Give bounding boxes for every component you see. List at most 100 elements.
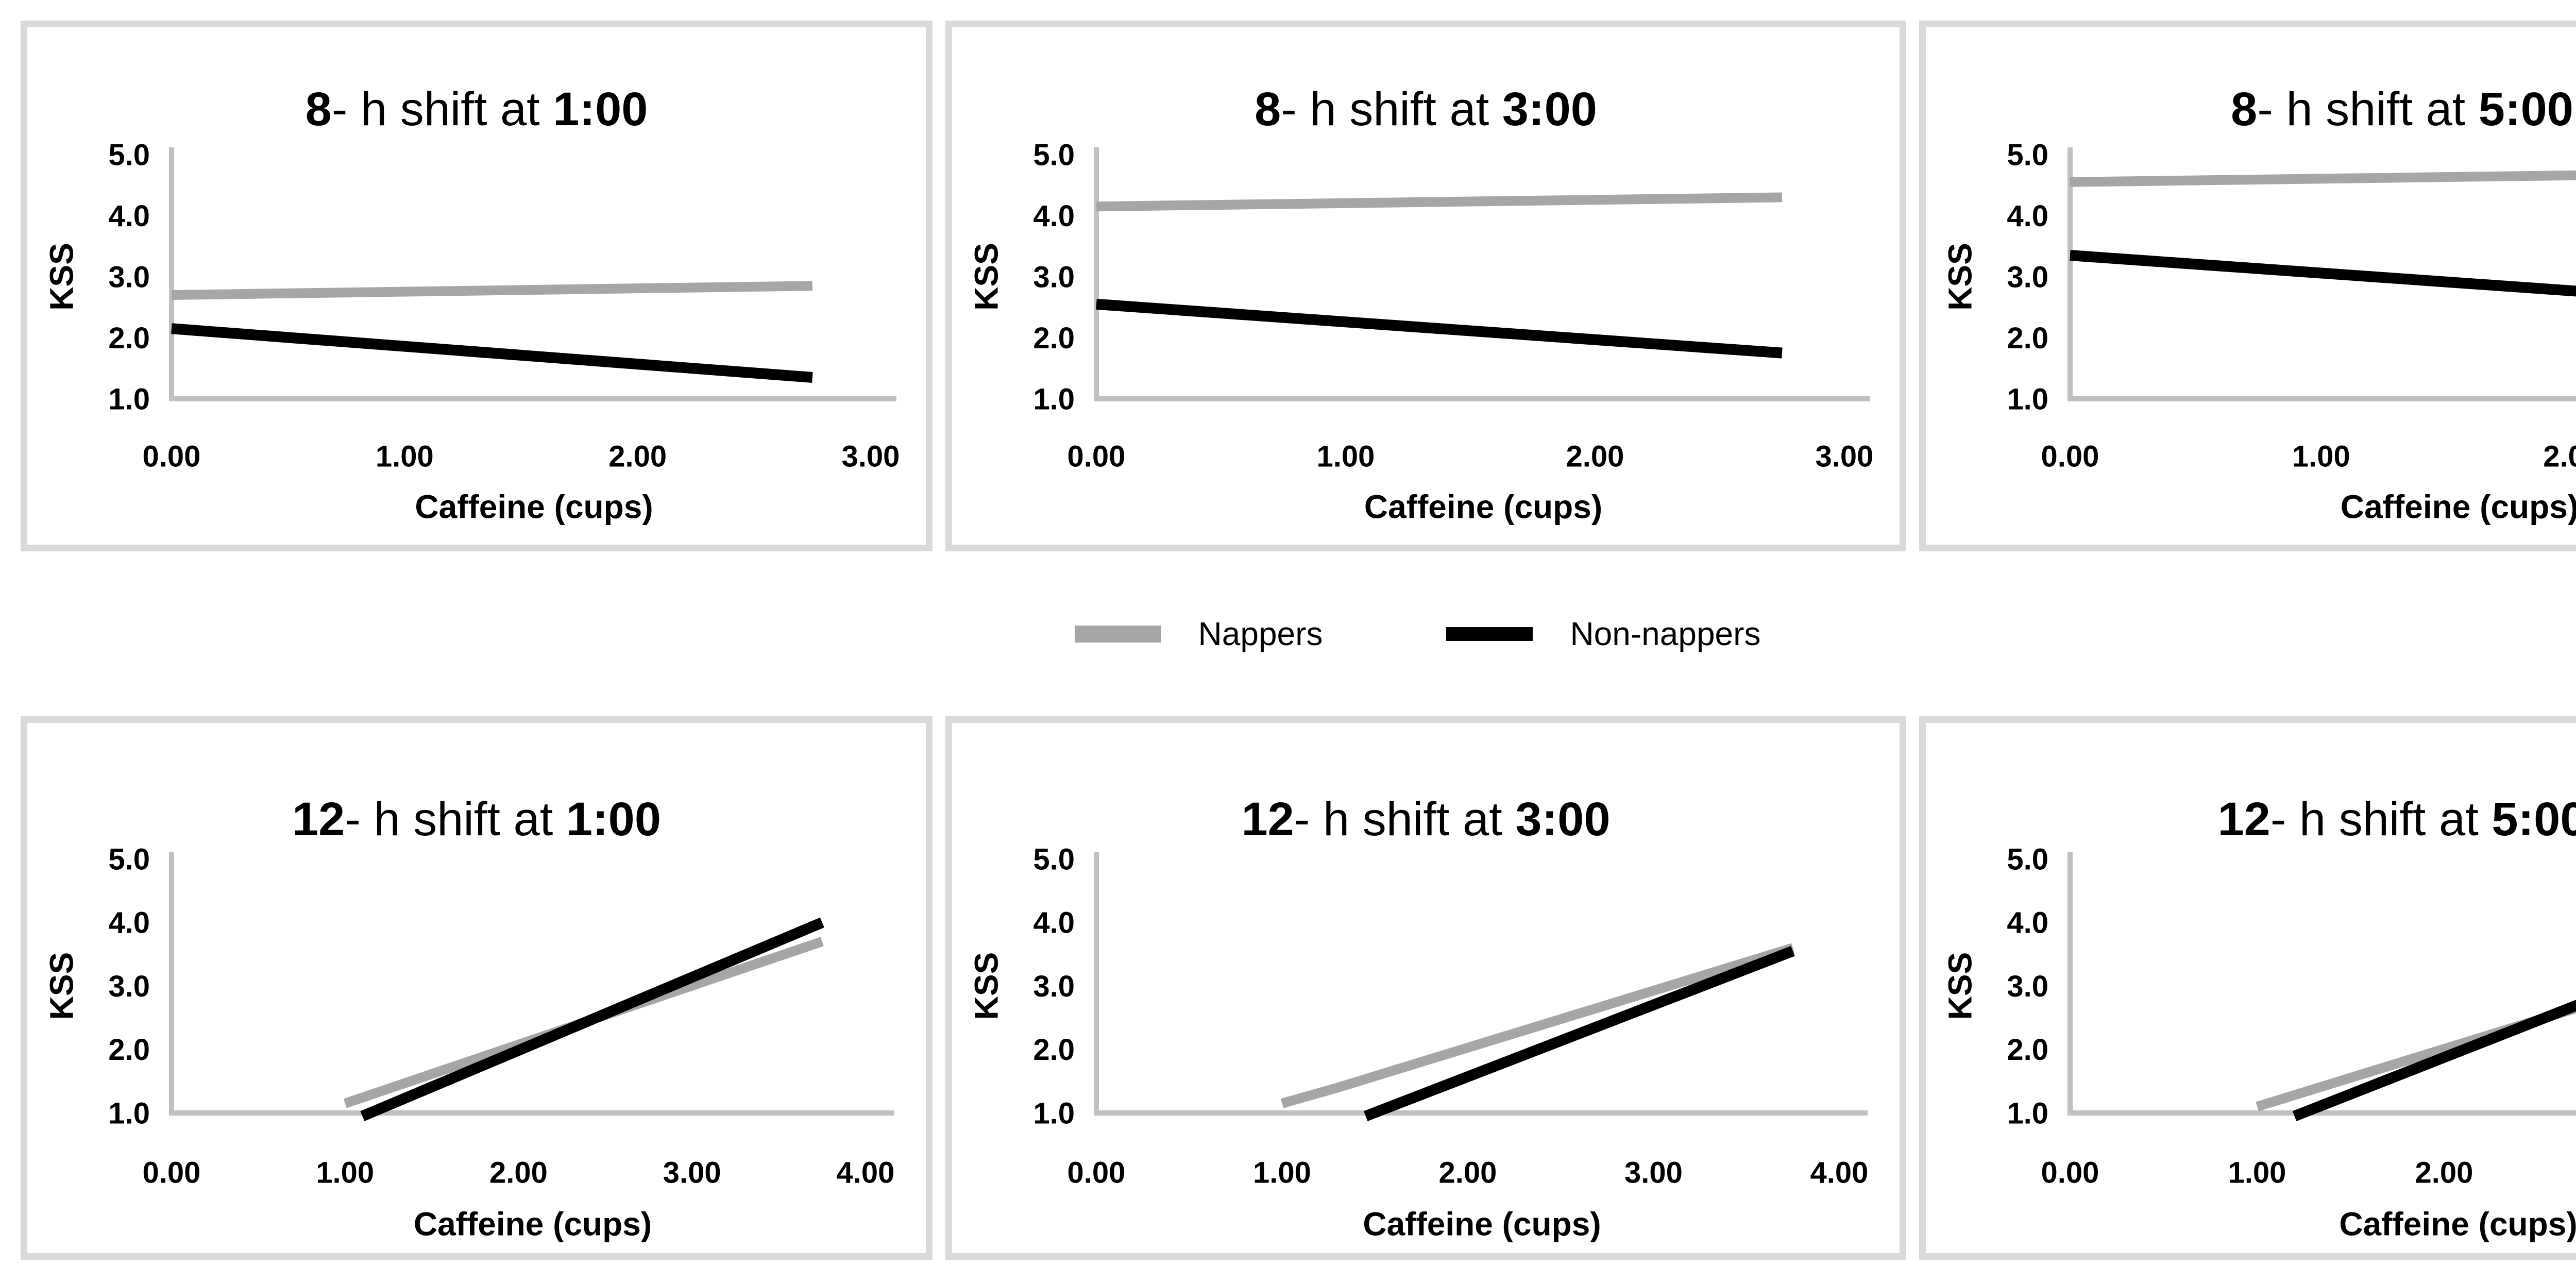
x-tick-label: 2.00 xyxy=(2543,440,2576,473)
x-tick-label: 0.00 xyxy=(1067,440,1126,473)
chart-canvas-12h-500: 12- h shift at 5:00 5.0 4.0 3.0 2.0 1.0 0.00 1.… xyxy=(1941,793,2576,1242)
y-axis-title: KSS xyxy=(968,952,1005,1020)
y-tick-label: 1.0 xyxy=(1033,1096,1075,1130)
x-tick-label: 2.00 xyxy=(1439,1156,1497,1189)
y-tick-label: 3.0 xyxy=(1033,260,1075,294)
x-tick-label: 3.00 xyxy=(1816,440,1874,473)
chart-title: 12- h shift at 3:00 xyxy=(1242,793,1611,846)
y-tick-label: 2.0 xyxy=(1033,1033,1075,1067)
x-tick-label: 1.00 xyxy=(316,1156,374,1189)
chart-title: 8- h shift at 1:00 xyxy=(306,83,648,136)
x-axis-title: Caffeine (cups) xyxy=(1363,1205,1601,1242)
x-tick-label: 0.00 xyxy=(143,440,201,473)
chart-canvas-12h-100: 12- h shift at 1:00 5.0 4.0 3.0 2.0 1.0 0.00 1.… xyxy=(43,793,895,1242)
y-tick-label: 5.0 xyxy=(2007,842,2048,876)
y-axis-title: KSS xyxy=(43,952,80,1020)
series-line-non-nappers xyxy=(1096,298,1783,359)
y-tick-label: 4.0 xyxy=(2007,906,2048,940)
chart-canvas-8h-500: 8- h shift at 5:00 5.0 4.0 3.0 2.0 1.0 0.00 1.0… xyxy=(1941,83,2576,525)
y-tick-label: 3.0 xyxy=(1033,970,1075,1003)
x-axis-title: Caffeine (cups) xyxy=(2341,488,2576,525)
chart-canvas-8h-300: 8- h shift at 3:00 5.0 4.0 3.0 2.0 1.0 0.00 1.0… xyxy=(968,83,1874,525)
y-tick-label: 2.0 xyxy=(2007,1033,2048,1067)
y-tick-label: 1.0 xyxy=(108,1096,150,1130)
x-tick-label: 3.00 xyxy=(842,440,900,473)
legend: Nappers Non-nappers xyxy=(0,551,2576,716)
chart-panel-8h-500: 8- h shift at 5:00 5.0 4.0 3.0 2.0 1.0 0.00 1.0… xyxy=(1919,21,2576,551)
chart-panel-12h-500: 12- h shift at 5:00 5.0 4.0 3.0 2.0 1.0 0.00 1.… xyxy=(1919,716,2576,1260)
y-tick-label: 5.0 xyxy=(1033,842,1075,876)
x-tick-label: 3.00 xyxy=(663,1156,721,1189)
chart-panel-12h-100: 12- h shift at 1:00 5.0 4.0 3.0 2.0 1.0 0.00 1.… xyxy=(21,716,933,1260)
series-line-nappers xyxy=(1096,192,1783,212)
series-line-non-nappers xyxy=(2070,250,2576,297)
y-tick-label: 4.0 xyxy=(2007,199,2048,233)
y-tick-label: 1.0 xyxy=(1033,382,1075,416)
chart-title: 12- h shift at 5:00 xyxy=(2218,793,2576,846)
series-line-nappers xyxy=(2070,170,2576,187)
series-line-non-nappers xyxy=(1363,946,1795,1121)
y-axis-title: KSS xyxy=(1941,952,1978,1020)
y-tick-label: 4.0 xyxy=(108,906,150,940)
x-tick-label: 0.00 xyxy=(143,1156,201,1189)
chart-title: 8- h shift at 5:00 xyxy=(2231,83,2573,136)
y-tick-label: 5.0 xyxy=(108,138,150,172)
x-tick-label: 4.00 xyxy=(837,1156,895,1189)
non-nappers-line-swatch xyxy=(1446,627,1533,641)
chart-canvas-8h-100: 8- h shift at 1:00 5.0 4.0 3.0 2.0 1.0 0.00 1.0… xyxy=(43,83,900,525)
y-tick-label: 4.0 xyxy=(1033,906,1075,940)
y-tick-label: 1.0 xyxy=(2007,1096,2048,1130)
y-tick-label: 2.0 xyxy=(1033,322,1075,355)
x-axis-title: Caffeine (cups) xyxy=(1364,488,1602,525)
series-line-non-nappers xyxy=(2292,1000,2576,1121)
legend-item-nappers: Nappers xyxy=(1074,615,1323,652)
y-tick-label: 2.0 xyxy=(108,322,150,355)
x-tick-label: 4.00 xyxy=(1810,1156,1869,1189)
y-tick-label: 2.0 xyxy=(108,1033,150,1067)
y-tick-label: 3.0 xyxy=(2007,970,2048,1003)
y-tick-label: 4.0 xyxy=(108,199,150,233)
y-axis-title: KSS xyxy=(968,243,1005,311)
x-tick-label: 2.00 xyxy=(489,1156,548,1189)
y-tick-label: 1.0 xyxy=(2007,382,2048,416)
legend-item-non-nappers: Non-nappers xyxy=(1446,617,1760,650)
legend-label-nappers: Nappers xyxy=(1198,615,1323,652)
chart-panel-8h-100: 8- h shift at 1:00 5.0 4.0 3.0 2.0 1.0 0.00 1.0… xyxy=(21,21,933,551)
series-line-non-nappers xyxy=(360,917,824,1121)
y-tick-label: 5.0 xyxy=(1033,138,1075,172)
series-line-non-nappers xyxy=(171,323,813,383)
x-axis-title: Caffeine (cups) xyxy=(2339,1205,2576,1242)
x-tick-label: 1.00 xyxy=(376,440,434,473)
x-tick-label: 1.00 xyxy=(1317,440,1375,473)
series-line-nappers xyxy=(171,281,813,300)
x-tick-label: 3.00 xyxy=(1624,1156,1683,1189)
x-axis-title: Caffeine (cups) xyxy=(415,488,653,525)
top-chart-row: 8- h shift at 1:00 5.0 4.0 3.0 2.0 1.0 0.00 1.0… xyxy=(0,0,2576,551)
chart-canvas-12h-300: 12- h shift at 3:00 5.0 4.0 3.0 2.0 1.0 0.00 1.… xyxy=(968,793,1869,1242)
chart-panel-12h-300: 12- h shift at 3:00 5.0 4.0 3.0 2.0 1.0 0.00 1.… xyxy=(945,716,1906,1260)
y-tick-label: 3.0 xyxy=(2007,260,2048,294)
y-tick-label: 2.0 xyxy=(2007,322,2048,355)
x-tick-label: 2.00 xyxy=(2415,1156,2473,1189)
chart-title: 12- h shift at 1:00 xyxy=(292,793,661,846)
x-tick-label: 2.00 xyxy=(1566,440,1624,473)
y-axis-title: KSS xyxy=(43,243,80,311)
bottom-chart-row: 12- h shift at 1:00 5.0 4.0 3.0 2.0 1.0 0.00 1.… xyxy=(0,716,2576,1260)
x-tick-label: 1.00 xyxy=(2292,440,2350,473)
y-tick-label: 3.0 xyxy=(108,970,150,1003)
x-tick-label: 1.00 xyxy=(1253,1156,1311,1189)
chart-panel-8h-300: 8- h shift at 3:00 5.0 4.0 3.0 2.0 1.0 0.00 1.0… xyxy=(945,21,1906,551)
y-tick-label: 5.0 xyxy=(108,842,150,876)
x-tick-label: 0.00 xyxy=(2041,1156,2099,1189)
y-tick-label: 5.0 xyxy=(2007,138,2048,172)
x-axis-title: Caffeine (cups) xyxy=(414,1205,652,1242)
legend-label-non-nappers: Non-nappers xyxy=(1570,615,1761,652)
y-tick-label: 3.0 xyxy=(108,260,150,294)
chart-title: 8- h shift at 3:00 xyxy=(1255,83,1597,136)
y-tick-label: 1.0 xyxy=(108,382,150,416)
x-tick-label: 1.00 xyxy=(2228,1156,2286,1189)
nappers-line-swatch xyxy=(1074,625,1161,643)
y-tick-label: 4.0 xyxy=(1033,199,1075,233)
x-tick-label: 0.00 xyxy=(2041,440,2099,473)
